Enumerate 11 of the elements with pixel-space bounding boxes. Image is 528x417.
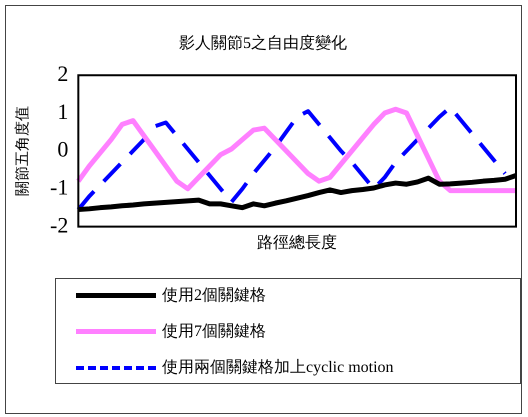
y-tick-label: 2 [57, 60, 68, 86]
x-axis-title: 路徑總長度 [257, 234, 338, 252]
y-tick-label: -1 [50, 174, 68, 200]
chart-title: 影人關節5之自由度變化 [179, 34, 347, 52]
legend-label: 使用7個關鍵格 [162, 322, 266, 342]
y-tick-label: 1 [57, 98, 68, 124]
y-axis-title: 關節五角度值 [14, 106, 31, 196]
legend-label: 使用兩個關鍵格加上cyclic motion [162, 358, 394, 378]
legend-label: 使用2個關鍵格 [162, 286, 266, 306]
y-tick-label: -2 [50, 212, 68, 238]
y-tick-label: 0 [57, 136, 68, 162]
